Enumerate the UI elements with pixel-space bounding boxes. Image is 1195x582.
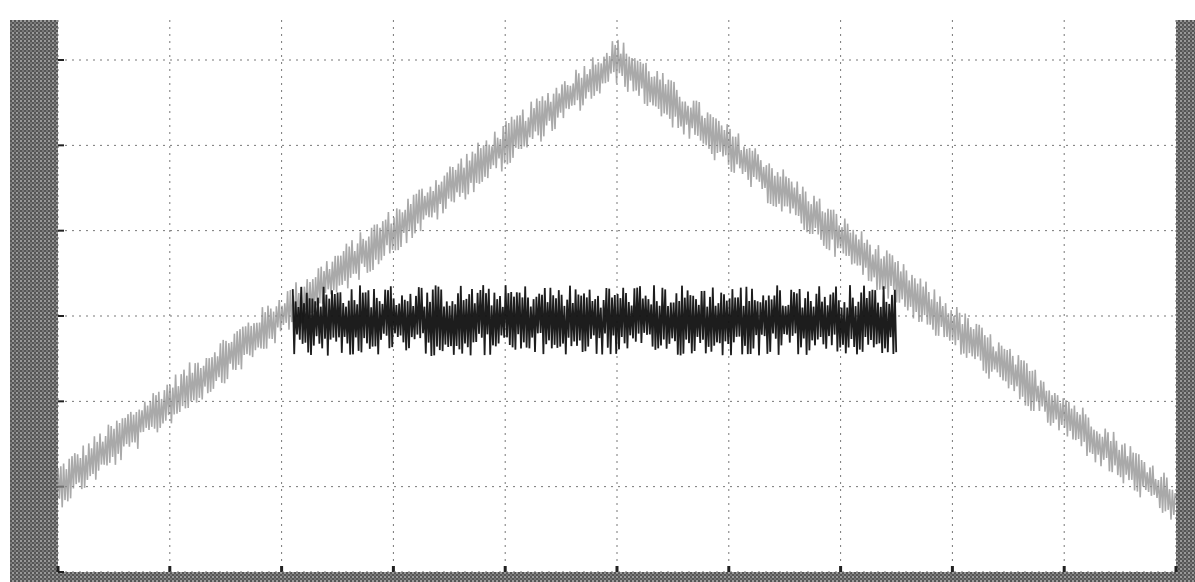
bottom-frame-bar [10, 572, 1195, 582]
series-0 [57, 39, 1176, 520]
left-frame-bar [10, 20, 58, 582]
series-0-trace [57, 39, 1176, 520]
right-frame-bar [1176, 20, 1195, 582]
series-1 [291, 285, 898, 357]
series-1-trace [291, 285, 898, 357]
series-layer [57, 39, 1176, 520]
grid-lines [56, 20, 1178, 573]
